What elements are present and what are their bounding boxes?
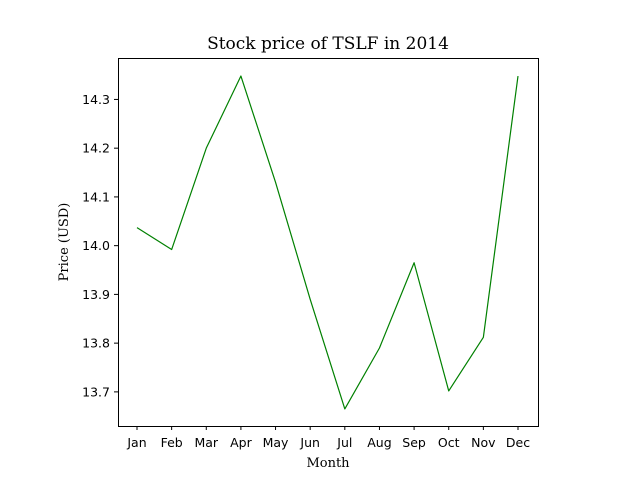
y-tick-label: 13.9 (82, 287, 110, 302)
y-tick-label: 14.3 (82, 92, 110, 107)
x-axis-label: Month (306, 456, 350, 471)
x-tick-label: May (263, 435, 289, 450)
x-tick-label: Feb (161, 435, 183, 450)
x-tick-label: Jul (336, 435, 352, 450)
x-tick-label: Jan (126, 435, 146, 450)
x-tick-label: Dec (506, 435, 530, 450)
chart-title: Stock price of TSLF in 2014 (207, 34, 449, 54)
y-tick-label: 13.8 (82, 336, 110, 351)
x-tick-label: Apr (230, 435, 252, 450)
y-tick-label: 14.2 (82, 141, 110, 156)
x-axis: Jan Feb Mar Apr May Jun Jul Aug Sep Oct Nov Dec (126, 426, 530, 450)
x-tick-label: Aug (367, 435, 391, 450)
x-tick-label: Oct (438, 435, 460, 450)
y-tick-label: 14.1 (82, 189, 110, 204)
plot-area (136, 75, 519, 410)
y-tick-label: 14.0 (82, 238, 110, 253)
x-tick-label: Sep (402, 435, 426, 450)
y-tick-label: 13.7 (82, 384, 110, 399)
x-tick-label: Mar (194, 435, 218, 450)
x-tick-label: Jun (299, 435, 320, 450)
y-axis-label: Price (USD) (57, 203, 72, 282)
y-axis: 13.7 13.8 13.9 14.0 14.1 14.2 14.3 (82, 92, 118, 399)
x-tick-label: Nov (471, 435, 496, 450)
plot-frame (118, 58, 539, 427)
price-series-line (136, 75, 519, 410)
